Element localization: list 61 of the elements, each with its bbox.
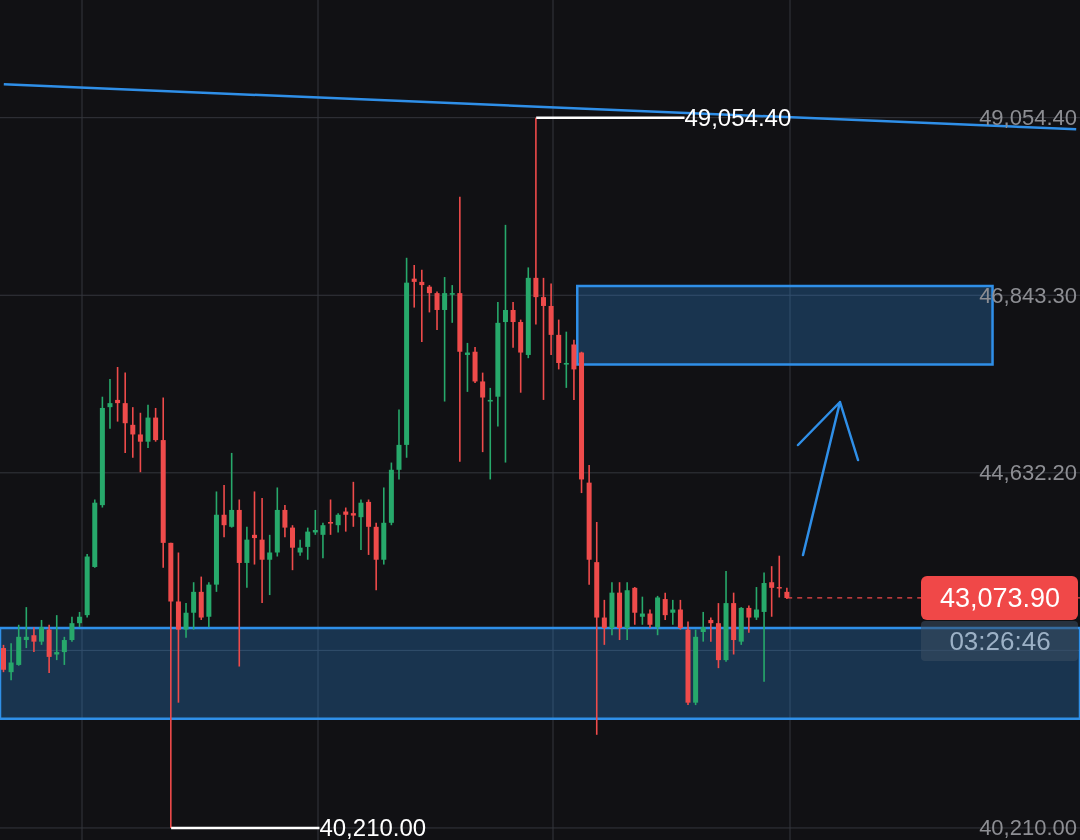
candlestick xyxy=(282,504,288,539)
candlestick xyxy=(115,366,121,423)
candlestick xyxy=(510,301,516,349)
candlestick xyxy=(122,371,128,454)
candlestick xyxy=(343,506,349,533)
candlestick xyxy=(563,330,569,389)
candlestick xyxy=(61,636,67,666)
annotation: 40,210.00 xyxy=(319,814,427,840)
annotation: 03:26:46 xyxy=(949,625,1051,656)
candlestick xyxy=(769,565,775,618)
candlestick xyxy=(442,276,448,403)
y-tick-label: 40,210.00 xyxy=(979,815,1077,840)
candlestick xyxy=(350,481,356,528)
candlestick xyxy=(662,591,668,621)
candlestick xyxy=(746,604,752,634)
candlestick xyxy=(31,626,37,653)
candlestick xyxy=(776,554,782,599)
candlestick xyxy=(753,586,759,621)
candlestick xyxy=(358,498,364,551)
candlestick xyxy=(69,615,75,643)
candlestick xyxy=(502,224,508,464)
candlestick xyxy=(191,581,197,631)
candlestick xyxy=(434,290,440,331)
candlestick xyxy=(1,644,6,673)
candlestick xyxy=(137,411,143,473)
candlestick xyxy=(244,526,250,589)
candlestick xyxy=(107,378,113,430)
candlestick xyxy=(290,524,296,571)
candlestick xyxy=(23,606,29,649)
candlestick xyxy=(708,616,714,643)
candlestick xyxy=(487,387,493,481)
candlestick xyxy=(130,406,136,459)
candlestick xyxy=(39,619,45,646)
candlestick xyxy=(677,599,683,631)
candlestick xyxy=(419,269,425,343)
candlestick xyxy=(670,599,676,626)
candlestick xyxy=(335,512,341,534)
candlestick xyxy=(229,452,235,529)
candlestick xyxy=(8,642,14,681)
candlestick xyxy=(449,284,455,324)
candlestick xyxy=(267,534,273,596)
candlestick xyxy=(533,116,539,326)
candlestick xyxy=(328,498,334,536)
candlestick xyxy=(320,521,326,559)
candlestick xyxy=(305,526,311,561)
candlestick xyxy=(183,602,189,639)
candlestick xyxy=(541,277,546,401)
candlestick xyxy=(251,490,257,566)
candlestick xyxy=(601,599,607,646)
candlestick xyxy=(411,264,417,309)
candlestick xyxy=(153,407,159,443)
ref-line-label: 43,073.90 xyxy=(939,582,1061,613)
candlestick xyxy=(259,497,265,604)
candlestick xyxy=(426,284,432,314)
candlestick xyxy=(700,611,706,643)
candlestick xyxy=(639,595,645,626)
y-tick-label: 49,054.40 xyxy=(979,105,1077,131)
candlestick xyxy=(480,371,486,453)
y-tick-label: 44,632.20 xyxy=(979,460,1077,486)
candlestick xyxy=(647,608,653,629)
candlestick xyxy=(221,484,227,539)
